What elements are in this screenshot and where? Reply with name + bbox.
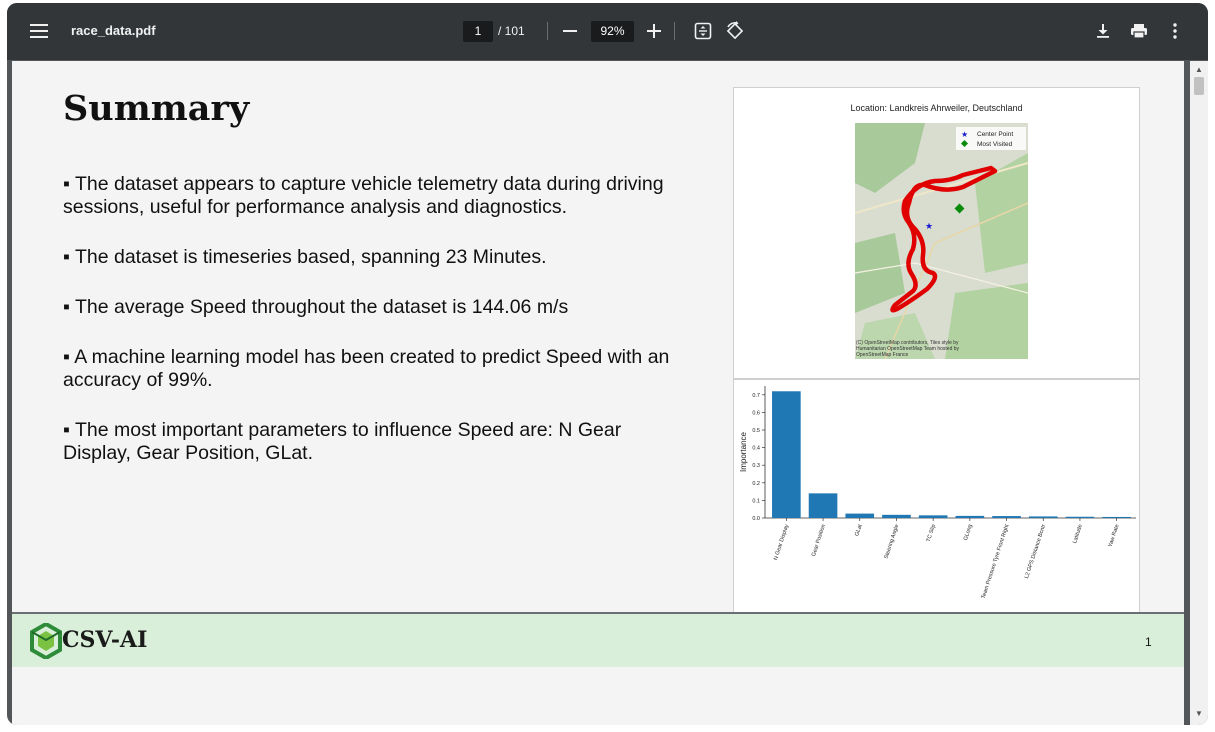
scroll-down-arrow-icon[interactable]: ▼: [1195, 709, 1203, 718]
x-tick-label: N Gear Display: [773, 524, 790, 562]
map-attribution: OpenStreetMap France: [856, 352, 908, 358]
document-title: race_data.pdf: [71, 23, 156, 38]
scroll-thumb[interactable]: [1194, 77, 1204, 95]
divider: [547, 22, 548, 40]
bar: [808, 493, 838, 518]
bullet-item: ▪ The dataset is timeseries based, spann…: [63, 246, 547, 268]
bar: [845, 513, 875, 518]
x-tick-label: Team Pressure Tyre Front Right: [981, 523, 1011, 599]
map-attribution: (C) OpenStreetMap contributors, Tiles st…: [856, 340, 959, 346]
bar: [1028, 516, 1058, 518]
page-title: Summary: [63, 88, 250, 129]
zoom-out-icon[interactable]: [558, 19, 582, 43]
x-tick-label: Gear Position: [811, 524, 827, 558]
y-tick-label: 0.7: [752, 393, 760, 399]
zoom-input[interactable]: 92%: [591, 21, 634, 42]
page-total: / 101: [498, 24, 525, 38]
footer-page-number: 1: [1145, 635, 1152, 649]
y-tick-label: 0.5: [752, 428, 760, 434]
svg-text:★: ★: [925, 222, 933, 232]
x-tick-label: GLong: [963, 524, 974, 542]
svg-text:★: ★: [961, 130, 968, 139]
summary-bullets: ▪ The dataset appears to capture vehicle…: [63, 173, 673, 492]
page-footer: CSV-AI 1: [12, 612, 1184, 667]
map-attribution: Humanitarian OpenStreetMap Team hosted b…: [856, 346, 960, 352]
track-map: ★ ★ Center Point Most Visited (C) OpenSt…: [855, 123, 1028, 359]
x-tick-label: Yaw Rate: [1108, 524, 1121, 548]
x-tick-label: Steering Angle: [884, 524, 901, 560]
legend-most-visited: Most Visited: [977, 141, 1013, 148]
menu-icon[interactable]: [27, 19, 51, 43]
print-icon[interactable]: [1127, 19, 1151, 43]
bullet-item: ▪ The most important parameters to influ…: [63, 419, 622, 464]
more-options-icon[interactable]: [1163, 19, 1187, 43]
pdf-viewer-window: race_data.pdf 1 / 101 92% Summary ▪: [7, 3, 1208, 725]
y-axis-label: Importance: [739, 431, 748, 472]
y-tick-label: 0.6: [752, 410, 760, 416]
download-icon[interactable]: [1091, 19, 1115, 43]
x-tick-label: GLat: [854, 523, 864, 537]
bar: [918, 515, 948, 518]
bar: [882, 514, 911, 518]
x-tick-label: TC Slip: [926, 524, 937, 543]
y-tick-label: 0.1: [752, 498, 760, 504]
bar: [992, 516, 1021, 518]
rotate-icon[interactable]: [723, 19, 747, 43]
map-figure: Location: Landkreis Ahrweiler, Deutschla…: [733, 87, 1140, 379]
y-tick-label: 0.0: [752, 516, 760, 522]
y-tick-label: 0.2: [752, 481, 760, 487]
scroll-up-arrow-icon[interactable]: ▲: [1195, 65, 1203, 74]
logo-text: CSV-AI: [62, 627, 148, 653]
bullet-item: ▪ The dataset appears to capture vehicle…: [63, 173, 664, 218]
x-tick-label: Latitude: [1072, 524, 1084, 544]
divider: [674, 22, 675, 40]
x-tick-label: L2 GPS Distance Bcntr: [1024, 524, 1047, 580]
bar: [955, 515, 985, 518]
vertical-scrollbar[interactable]: ▲ ▼: [1190, 61, 1208, 725]
page-number-input[interactable]: 1: [463, 21, 493, 42]
csv-ai-logo-icon: [30, 623, 62, 659]
fit-page-icon[interactable]: [691, 19, 715, 43]
bar: [772, 391, 801, 518]
bullet-item: ▪ A machine learning model has been crea…: [63, 346, 670, 391]
zoom-in-icon[interactable]: [642, 19, 666, 43]
y-tick-label: 0.3: [752, 463, 760, 469]
legend-center-point: Center Point: [977, 131, 1013, 138]
toolbar: race_data.pdf 1 / 101 92%: [7, 3, 1208, 60]
bar: [1065, 516, 1095, 518]
bar: [1102, 516, 1131, 518]
map-title: Location: Landkreis Ahrweiler, Deutschla…: [850, 103, 1023, 113]
y-tick-label: 0.4: [752, 446, 760, 452]
feature-importance-chart: 0.0 0.1 0.2 0.3 0.4 0.5 0.6 0.7 N Gear Display Ge…: [733, 379, 1140, 651]
bullet-item: ▪ The average Speed throughout the datas…: [63, 296, 569, 318]
